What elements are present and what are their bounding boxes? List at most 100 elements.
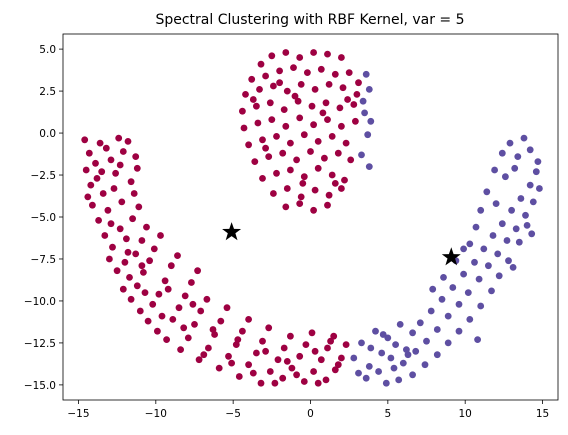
data-point [141,289,149,296]
data-point [365,363,373,370]
data-point [466,240,474,248]
data-point [311,186,319,194]
data-point [390,364,398,372]
data-point [248,75,256,83]
data-point [514,153,522,161]
data-point [308,102,316,110]
data-point [118,198,126,206]
data-point [314,379,322,387]
data-point [85,149,93,157]
data-point [324,116,331,123]
data-point [324,50,331,58]
data-point [257,60,265,68]
data-point [300,173,308,181]
data-point [523,222,531,229]
data-point [127,295,135,303]
data-point [334,361,342,369]
data-point [464,289,472,296]
data-point [488,287,495,295]
data-point [116,161,124,169]
data-point [353,91,361,98]
data-point [302,341,310,348]
data-point [310,121,317,129]
data-point [319,109,327,117]
data-point [358,151,365,159]
data-point [503,237,511,244]
data-point [341,176,348,184]
data-point [266,368,274,375]
data-point [498,220,506,228]
data-point [136,307,144,315]
data-point [84,193,92,201]
data-point [101,232,109,239]
data-point [296,114,304,122]
data-point [195,356,203,364]
data-point [409,329,416,337]
data-point [150,245,158,253]
data-point [350,101,358,108]
data-point [177,346,185,353]
data-point [235,373,243,380]
data-point [338,185,345,192]
data-point [532,168,540,176]
data-point [280,344,288,352]
x-tick-label: 15 [536,408,549,420]
data-point [342,139,350,147]
data-point [161,277,169,285]
data-point [155,290,163,298]
axes-frame [62,33,559,401]
data-point [102,144,110,152]
data-point [517,195,525,202]
data-point [282,49,290,56]
data-point [254,119,262,127]
data-point [511,164,519,172]
data-point [107,156,115,164]
data-point [240,124,248,132]
data-point [175,304,183,312]
data-point [409,371,416,379]
data-point [512,225,520,233]
data-point [382,379,390,387]
data-point [169,316,177,323]
data-point [421,361,429,369]
data-point [444,339,452,347]
data-point [135,203,143,211]
data-point [256,86,263,93]
data-point [239,327,246,335]
data-point [522,211,529,219]
data-point [311,86,319,93]
data-point [392,341,399,348]
data-point [106,255,113,263]
data-point [288,364,296,372]
data-point [361,109,368,117]
data-point [184,334,192,342]
data-point [270,82,277,90]
data-point [322,99,330,107]
data-point [328,171,336,179]
data-point [245,361,253,369]
y-tick-label: −2.5 [31,170,57,182]
data-point [296,54,304,61]
data-point [132,250,140,258]
y-tick-label: −10.0 [24,296,56,308]
data-point [378,349,386,357]
data-point [321,154,328,162]
data-point [460,270,467,278]
data-point [433,326,441,333]
data-point [331,180,339,187]
data-point [163,336,171,343]
y-tick-label: −5.0 [31,212,57,224]
data-point [253,102,260,110]
data-point [249,96,257,103]
data-point [138,237,146,244]
data-point [324,201,331,209]
data-point [262,347,269,355]
data-point [396,321,404,328]
y-tick-label: 5.0 [39,44,56,56]
data-point [164,285,172,293]
y-tick-label: −7.5 [31,254,57,266]
data-point [300,378,308,385]
data-point [126,274,133,281]
data-point [112,169,119,177]
